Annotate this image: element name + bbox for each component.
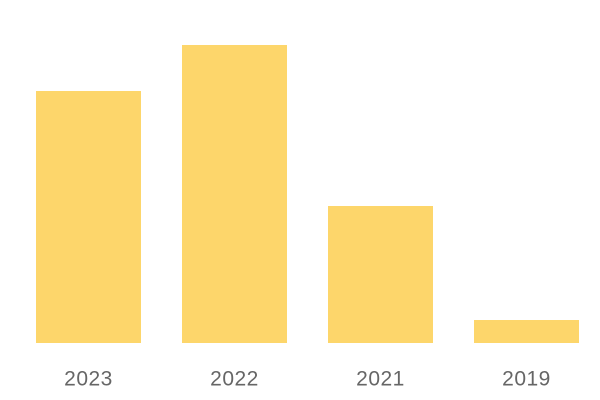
x-tick-label: 2022 bbox=[210, 368, 259, 391]
x-tick-label: 2023 bbox=[64, 368, 113, 391]
bar bbox=[328, 206, 433, 343]
x-tick-label: 2019 bbox=[502, 368, 551, 391]
bar bbox=[474, 320, 579, 343]
bar bbox=[182, 45, 287, 343]
x-tick-label: 2021 bbox=[356, 368, 405, 391]
bar bbox=[36, 91, 141, 343]
